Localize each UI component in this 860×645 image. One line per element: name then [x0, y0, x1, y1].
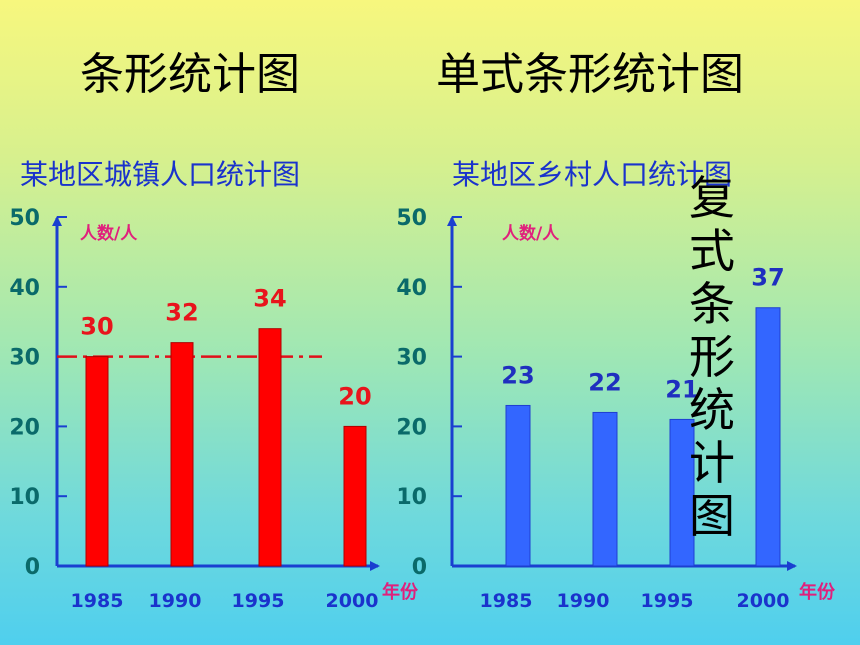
bar	[755, 307, 781, 567]
bar	[669, 418, 695, 567]
y-tick-label: 40	[9, 276, 40, 301]
bar-value-label: 22	[588, 368, 621, 396]
bar	[505, 404, 531, 567]
y-axis-arrow-icon	[447, 216, 457, 226]
bar	[343, 425, 367, 567]
x-category-label: 1995	[641, 590, 694, 612]
x-category-label: 1990	[557, 590, 610, 612]
bar	[170, 342, 194, 567]
bar	[592, 411, 618, 567]
bar	[85, 356, 109, 567]
heading-simple-bar-chart: 单式条形统计图	[436, 49, 744, 100]
y-tick-label: 50	[396, 206, 427, 231]
heading-bar-chart: 条形统计图	[80, 49, 300, 100]
overlay-char: 计	[689, 436, 735, 490]
overlay-char: 条	[689, 277, 735, 331]
overlay-char: 形	[689, 330, 735, 384]
bar	[258, 328, 282, 567]
bar-value-label: 37	[751, 264, 784, 292]
y-tick-label: 10	[9, 485, 40, 510]
y-tick-label: 20	[396, 415, 427, 440]
bar-value-label: 21	[665, 375, 698, 403]
overlay-char: 图	[689, 489, 735, 543]
y-tick-label: 10	[396, 485, 427, 510]
chart-title-rural: 某地区乡村人口统计图	[452, 158, 733, 191]
bar-value-label: 32	[165, 299, 198, 327]
x-category-label: 2000	[326, 590, 379, 612]
y-tick-label: 40	[396, 276, 427, 301]
y-tick-label: 50	[9, 206, 40, 231]
x-category-label: 1985	[71, 590, 124, 612]
chart-title-urban: 某地区城镇人口统计图	[20, 158, 301, 191]
x-axis-label: 年份	[799, 581, 836, 603]
y-axis-arrow-icon	[52, 216, 62, 226]
bar-value-label: 30	[80, 313, 113, 341]
bar-value-label: 23	[501, 361, 534, 389]
y-tick-label: 0	[412, 555, 427, 580]
bar-value-label: 20	[338, 382, 371, 410]
overlay-compound-bar-chart-label: 复 式 条 形 统 计 图	[684, 172, 740, 543]
x-axis-arrow-icon	[370, 561, 380, 571]
y-tick-label: 30	[9, 346, 40, 371]
y-tick-label: 30	[396, 346, 427, 371]
x-axis-arrow-icon	[787, 561, 797, 571]
bar-value-label: 34	[253, 285, 286, 313]
overlay-char: 统	[689, 383, 735, 437]
x-category-label: 1985	[480, 590, 533, 612]
y-tick-label: 20	[9, 415, 40, 440]
overlay-char: 式	[689, 224, 735, 278]
y-axis-label: 人数/人	[502, 223, 560, 244]
y-tick-label: 0	[25, 555, 40, 580]
x-axis-label: 年份	[382, 581, 419, 603]
x-category-label: 2000	[737, 590, 790, 612]
y-axis-label: 人数/人	[80, 223, 138, 244]
overlay-char: 复	[689, 171, 735, 225]
x-category-label: 1995	[232, 590, 285, 612]
x-category-label: 1990	[149, 590, 202, 612]
